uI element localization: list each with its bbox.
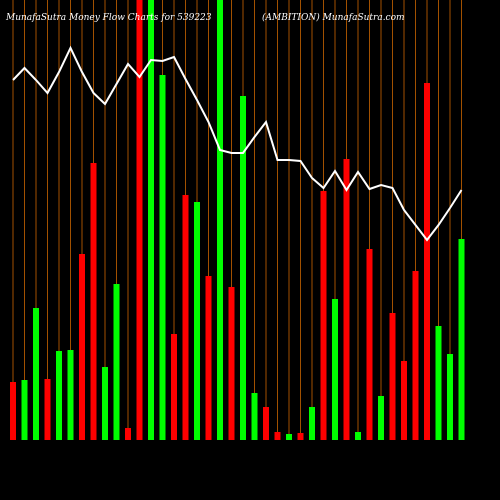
chart-title: MunafaSutra Money Flow Charts for 539223 <box>5 13 212 23</box>
bar <box>355 432 361 440</box>
bar <box>102 367 108 440</box>
bar <box>21 380 28 440</box>
bar <box>378 396 384 440</box>
bar <box>320 191 327 440</box>
bar <box>447 354 453 440</box>
bar <box>343 159 350 440</box>
bar <box>286 434 292 440</box>
bar <box>171 334 177 440</box>
bar <box>458 239 465 440</box>
bar <box>125 428 131 440</box>
bar <box>297 433 304 440</box>
bar <box>56 351 62 440</box>
bar <box>240 96 246 440</box>
bar <box>332 299 338 440</box>
money-flow-line <box>12 45 463 242</box>
bar <box>366 249 373 440</box>
bar <box>401 361 407 440</box>
bar <box>79 254 85 440</box>
bar <box>309 407 315 440</box>
bar <box>228 287 235 440</box>
chart-subtitle: (AMBITION) MunafaSutra.com <box>262 12 405 23</box>
bar <box>159 75 166 440</box>
bar <box>435 326 442 440</box>
bar <box>136 0 143 440</box>
bar <box>10 382 16 440</box>
bar <box>205 276 212 440</box>
bar <box>274 432 281 440</box>
bar <box>389 313 396 440</box>
bar <box>263 407 269 440</box>
bar <box>182 195 189 440</box>
bar <box>217 0 223 440</box>
bar <box>194 202 200 440</box>
bar <box>148 0 154 440</box>
bar <box>424 83 430 440</box>
bar <box>90 163 97 440</box>
bar <box>251 393 258 440</box>
bar <box>412 271 419 440</box>
bar <box>33 308 39 440</box>
bar <box>113 284 120 440</box>
bar <box>44 379 51 440</box>
bar <box>67 350 74 440</box>
